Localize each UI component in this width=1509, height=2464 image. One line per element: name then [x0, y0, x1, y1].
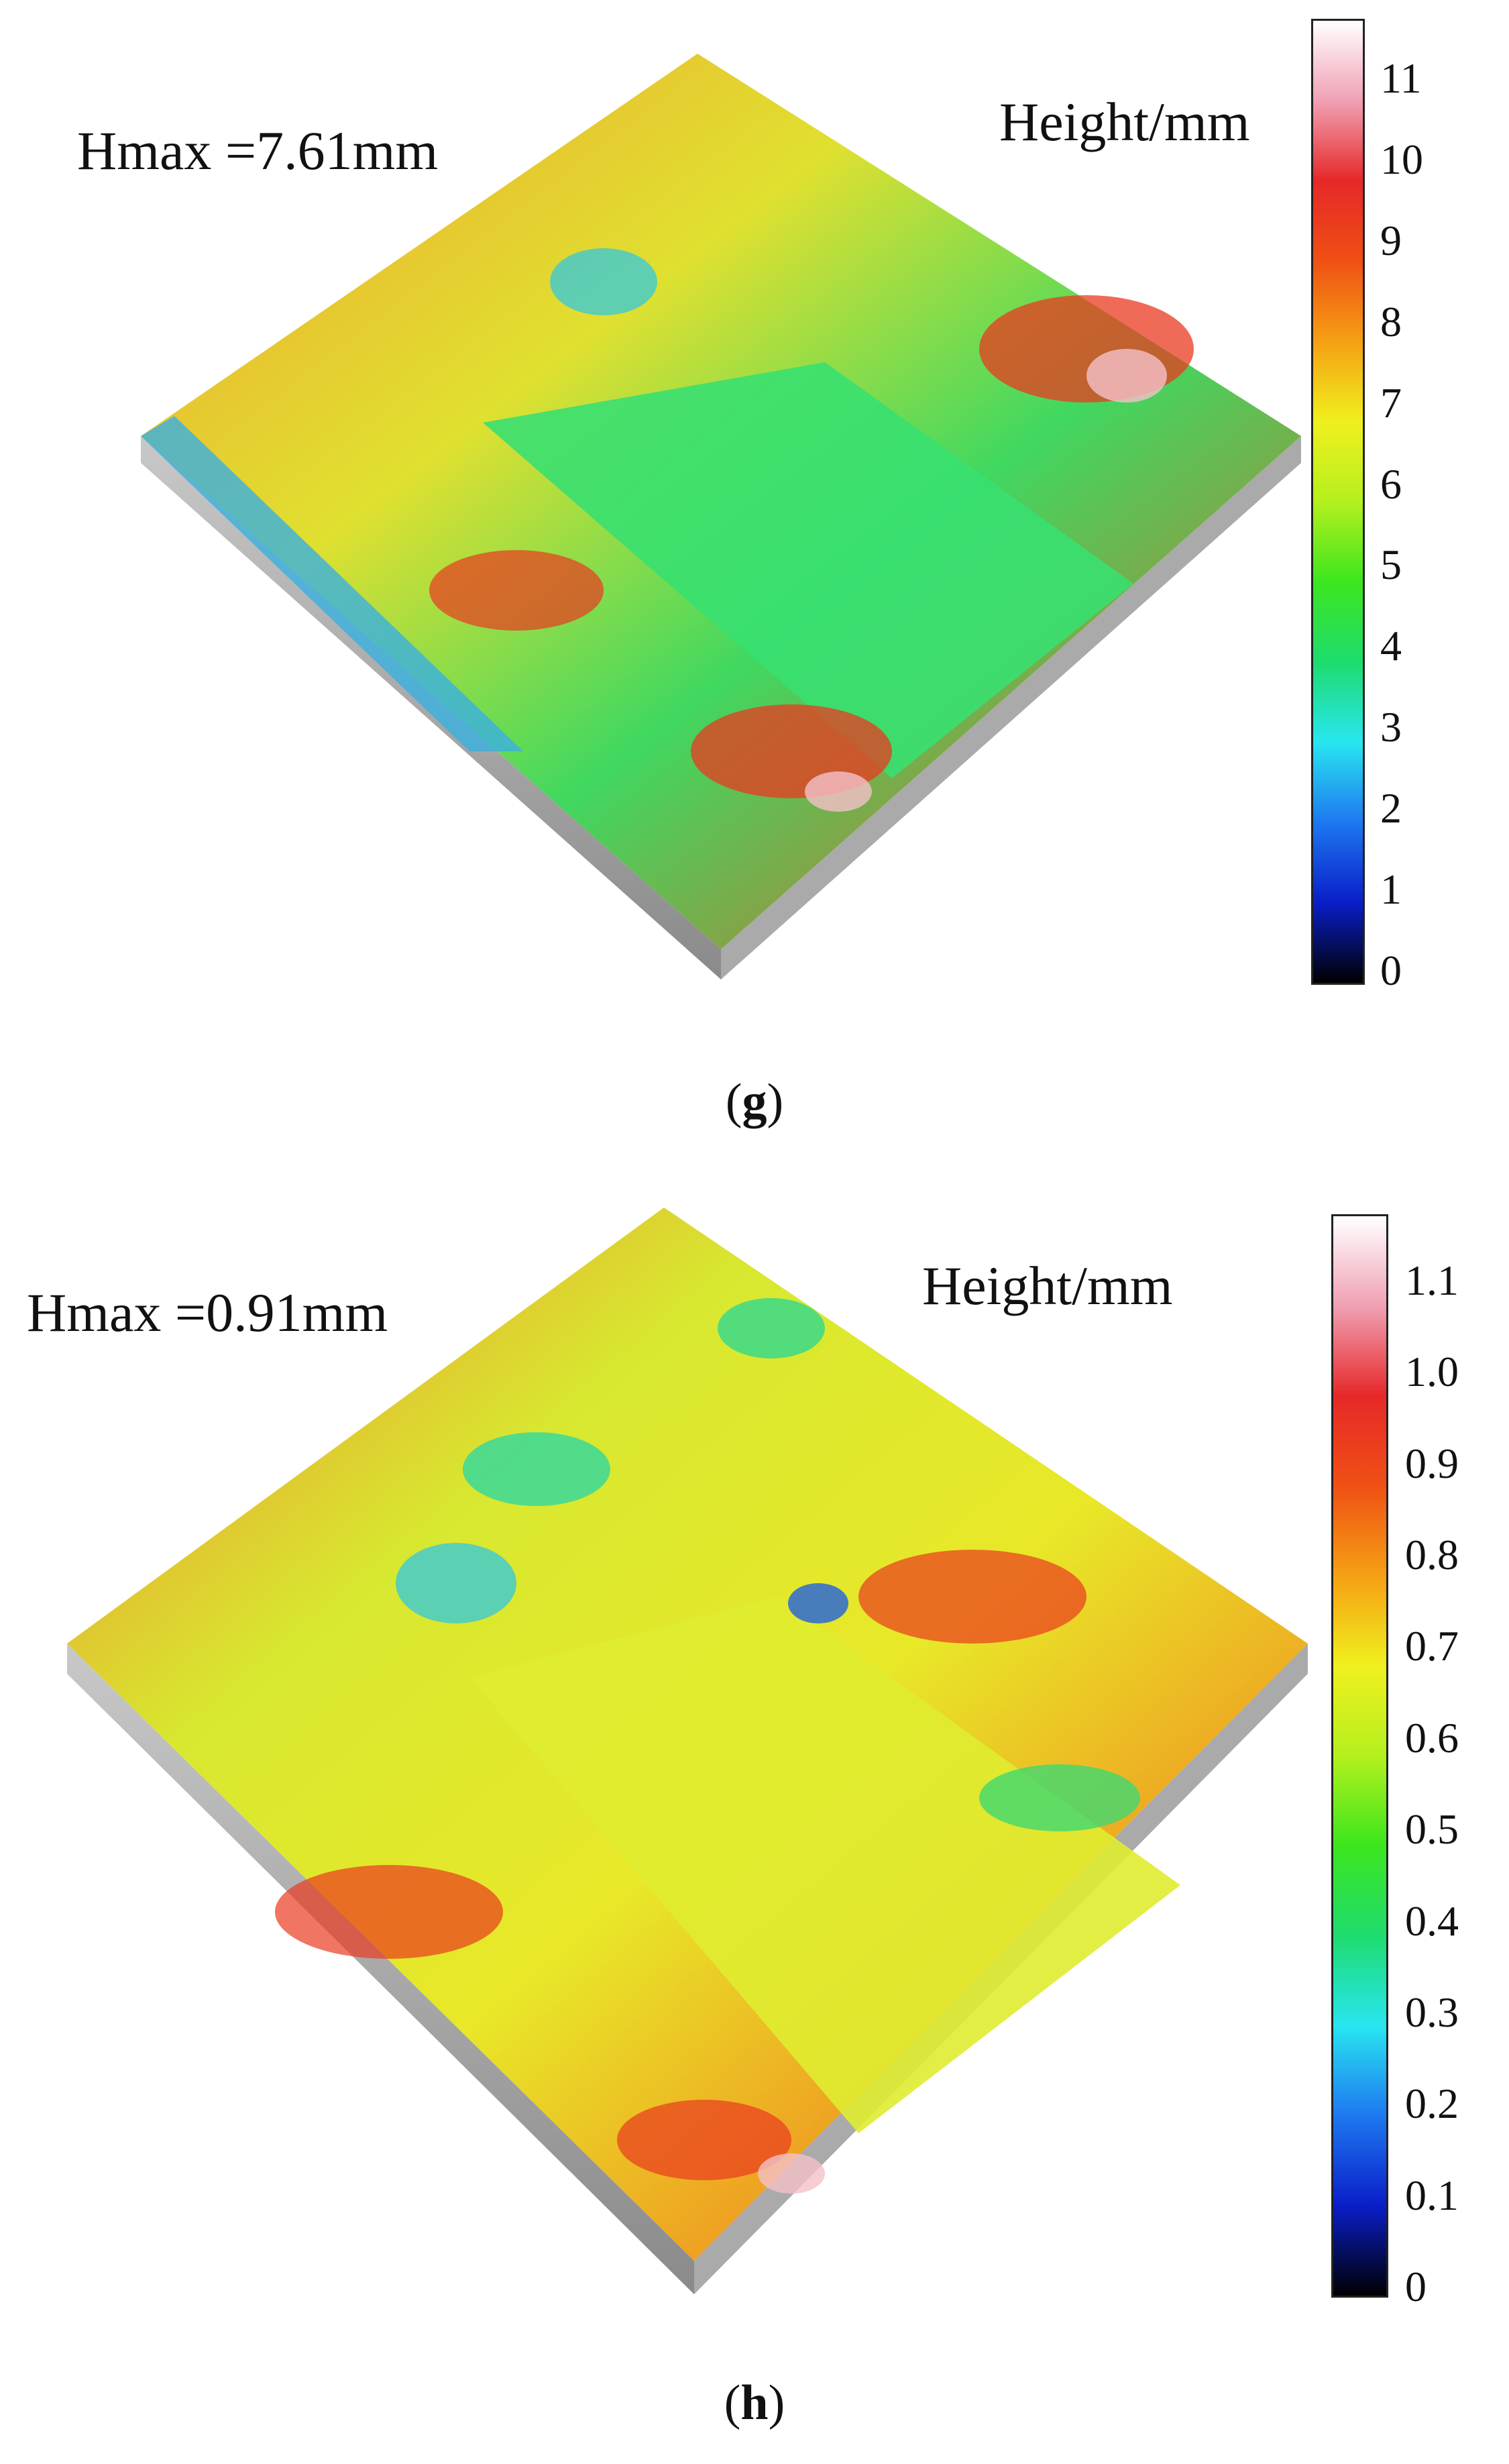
hmax-label-g: Hmax =7.61mm	[77, 120, 439, 181]
figure-panel-g: Hmax =7.61mm Height/mm 11 10 9 8 7 6 5 4 3 2 1 0 (g…	[0, 0, 1509, 1181]
colorbar-tick-label: 4	[1380, 622, 1402, 670]
colorbar-tick-label: 0.6	[1405, 1713, 1459, 1762]
patch-h-2	[718, 1298, 825, 1358]
surface-edge-blue-g	[141, 416, 523, 751]
slab-left-side-h	[67, 1644, 694, 2294]
colorbar-title-g: Height/mm	[999, 91, 1250, 152]
colorbar-tick-label: 0	[1405, 2263, 1427, 2310]
hotspot-h-4	[758, 2153, 825, 2194]
patch-h-1	[463, 1432, 610, 1506]
colorbar-tick-label: 0.9	[1405, 1439, 1459, 1487]
patch-h-3	[396, 1543, 516, 1623]
colorbar-tick-label: 11	[1380, 54, 1422, 102]
colorbar-title-h: Height/mm	[922, 1255, 1173, 1316]
colorbar-tick-label: 1.0	[1405, 1348, 1459, 1396]
colorbar-tick-label: 10	[1380, 135, 1423, 183]
patch-h-5	[979, 1764, 1140, 1831]
hotspot-g-5	[1086, 349, 1167, 403]
colorbar-tick-label: 7	[1380, 378, 1402, 427]
colorbar-tick-label: 6	[1380, 460, 1402, 508]
surface-channel-h	[469, 1597, 1180, 2133]
colorbar-tick-label: 5	[1380, 541, 1402, 589]
hotspot-h-1	[858, 1550, 1086, 1644]
hmax-label-h: Hmax =0.91mm	[27, 1282, 388, 1343]
surface-channel-g	[483, 362, 1133, 778]
colorbar-tick-label: 0	[1380, 947, 1402, 994]
hotspot-h-2	[275, 1865, 503, 1959]
colorbar-tick-label: 2	[1380, 784, 1402, 833]
colorbar-tick-label: 0.5	[1405, 1805, 1459, 1854]
panel-caption-h: (h)	[724, 2375, 785, 2430]
colorbar-tick-label: 0.8	[1405, 1531, 1459, 1579]
hotspot-h-3	[617, 2100, 791, 2180]
hotspot-g-3	[429, 550, 604, 631]
colorbar-g	[1311, 19, 1365, 985]
colorbar-tick-label: 3	[1380, 703, 1402, 751]
surface-plot-h	[67, 1208, 1308, 2294]
colorbar-tick-label: 8	[1380, 297, 1402, 345]
hotspot-g-6	[805, 771, 872, 812]
slab-right-side-g	[721, 436, 1301, 979]
colorbar-tick-label: 0.4	[1405, 1896, 1459, 1945]
colorbar-tick-label: 9	[1380, 216, 1402, 264]
patch-h-4	[788, 1583, 848, 1623]
colorbar-tick-label: 1.1	[1405, 1256, 1459, 1304]
colorbar-tick-label: 0.7	[1405, 1622, 1459, 1670]
surface-plot-g	[141, 54, 1301, 979]
colorbar-tick-label: 0.3	[1405, 1988, 1459, 2036]
colorbar-h	[1331, 1214, 1388, 2298]
colorbar-tick-label: 1	[1380, 865, 1402, 914]
colorbar-tick-label: 0.1	[1405, 2171, 1459, 2219]
colorbar-tick-label: 0.2	[1405, 2080, 1459, 2128]
hotspot-g-4	[550, 248, 657, 315]
figure-panel-h: Hmax =0.91mm Height/mm 1.1 1.0 0.9 0.8 0.7 0.…	[0, 1181, 1509, 2464]
panel-caption-g: (g)	[725, 1074, 784, 1129]
